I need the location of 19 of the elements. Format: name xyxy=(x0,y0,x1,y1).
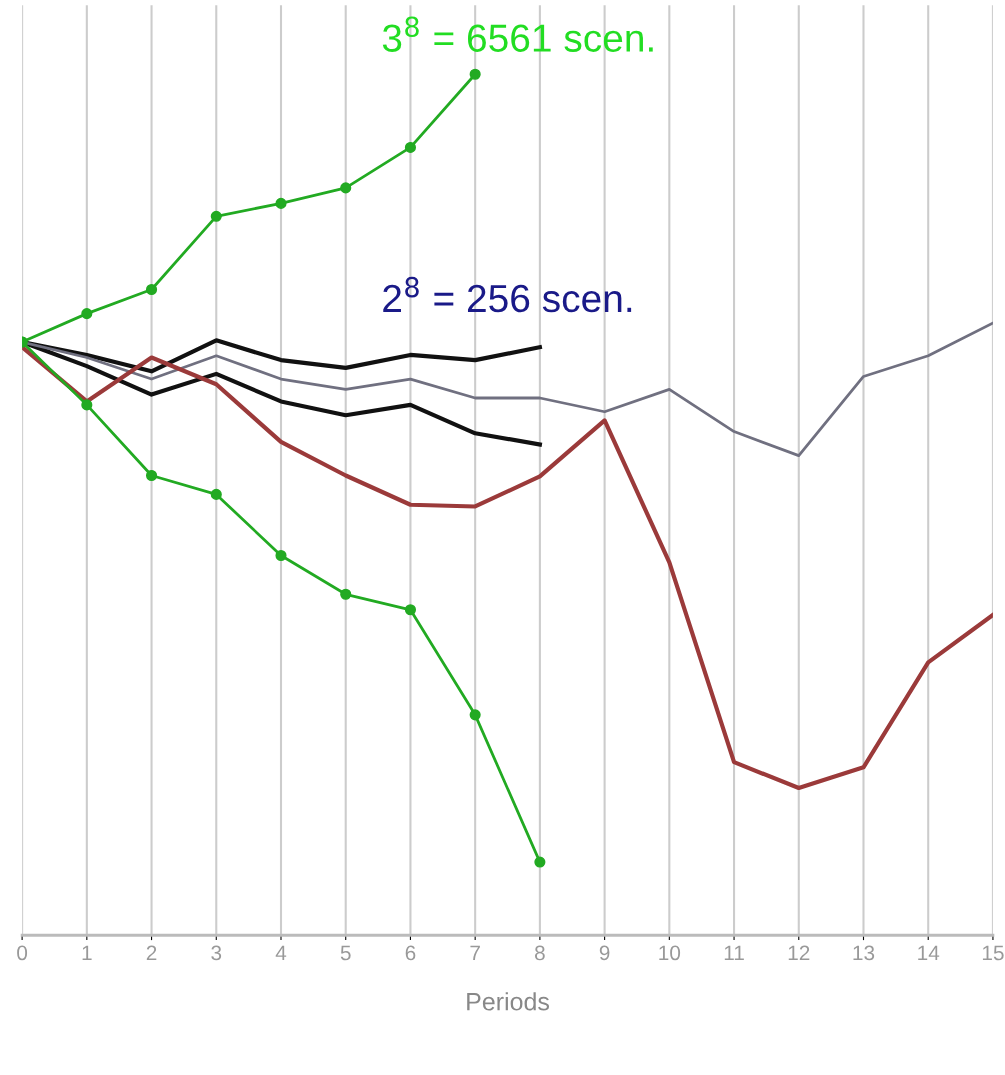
x-tick-label: 0 xyxy=(17,945,28,961)
x-tick-label: 8 xyxy=(535,945,545,961)
x-tick-label: 6 xyxy=(405,945,416,961)
x-tick-label: 12 xyxy=(788,945,810,961)
x-tick-label: 9 xyxy=(599,945,610,961)
x-tick-label: 11 xyxy=(724,945,744,961)
x-tick-label: 2 xyxy=(146,945,157,961)
x-tick-label: 10 xyxy=(659,945,681,961)
x-tick-label: 4 xyxy=(275,945,287,961)
x-tick-label: 13 xyxy=(853,945,875,961)
annotation: 2$^{8}$ = 256 scen. xyxy=(383,276,632,313)
x-tick-label: 3 xyxy=(211,945,222,961)
x-tick-label: 7 xyxy=(470,945,480,961)
text: 3$^{8}$ = 6561 scen. xyxy=(382,16,653,52)
x-tick-label: 14 xyxy=(918,945,940,961)
x-axis-title: Periods xyxy=(467,992,550,1011)
x-tick-label: 15 xyxy=(982,945,1004,961)
x-tick-label: 5 xyxy=(340,945,351,961)
x-tick-label: 1 xyxy=(82,945,92,961)
